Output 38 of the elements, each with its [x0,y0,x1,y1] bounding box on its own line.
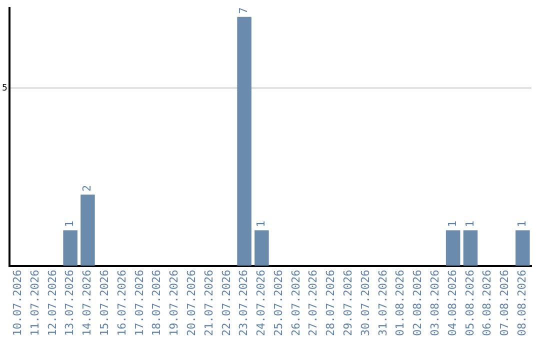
x-tick-label: 11.07.2026 [28,270,42,336]
x-tick-label: 30.07.2026 [358,270,372,336]
data-label: 1 [254,220,268,228]
x-tick-label: 24.07.2026 [254,270,268,336]
x-tick-label: 04.08.2026 [446,270,459,336]
x-tick-label: 20.07.2026 [184,270,198,336]
x-tick-label: 07.08.2026 [498,270,512,336]
data-label: 7 [237,7,250,14]
data-label: 2 [80,185,94,192]
x-tick-label: 21.07.2026 [202,270,216,336]
x-tick-label: 18.07.2026 [150,270,164,336]
x-tick-label: 12.07.2026 [46,270,59,336]
data-label: 1 [446,220,459,228]
x-tick-label: 22.07.2026 [220,270,233,336]
x-tick-label: 01.08.2026 [394,270,407,336]
data-label: 1 [63,220,76,228]
x-tick-label: 06.08.2026 [480,270,494,336]
x-tick-label: 26.07.2026 [289,270,302,336]
x-tick-label: 05.08.2026 [463,270,476,336]
x-tick-label: 28.07.2026 [324,270,338,336]
x-tick-label: 31.07.2026 [376,270,390,336]
x-tick-label: 02.08.2026 [411,270,424,336]
x-tick-label: 15.07.2026 [98,270,111,336]
data-label: 1 [463,220,476,228]
x-tick-label: 23.07.2026 [237,270,250,336]
x-tick-label: 14.07.2026 [80,270,94,336]
data-label: 1 [516,220,529,228]
x-tick-label: 29.07.2026 [342,270,355,336]
x-tick-label: 17.07.2026 [132,270,146,336]
x-tick-label: 25.07.2026 [272,270,285,336]
x-tick-label: 08.08.2026 [516,270,529,336]
x-tick-label: 03.08.2026 [428,270,442,336]
x-tick-label: 10.07.2026 [10,270,24,336]
x-tick-label: 13.07.2026 [63,270,76,336]
x-tick-label: 19.07.2026 [168,270,181,336]
x-tick-label: 27.07.2026 [306,270,320,336]
y-tick-label: 5 [2,83,8,94]
x-tick-label: 16.07.2026 [115,270,128,336]
